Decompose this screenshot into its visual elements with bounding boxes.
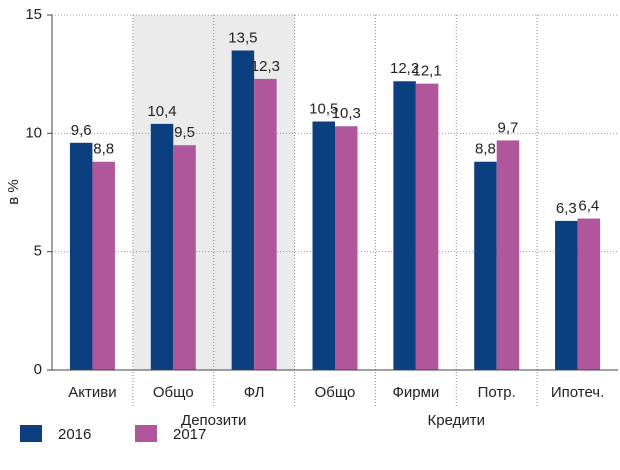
bar [474, 161, 497, 370]
bar [92, 161, 115, 370]
group-label: Кредити [428, 412, 485, 429]
bar [415, 83, 439, 370]
value-label: 9,7 [498, 119, 519, 136]
value-label: 12,1 [413, 63, 442, 80]
value-label: 10,3 [332, 105, 361, 122]
value-label: 6,3 [556, 200, 577, 217]
legend-swatch [135, 425, 157, 442]
value-label: 10,5 [309, 100, 338, 117]
bar [577, 218, 601, 370]
y-tick-label: 10 [25, 124, 42, 141]
x-tick-label: Общо [315, 384, 356, 401]
x-tick-label: Фирми [392, 384, 439, 401]
value-label: 13,5 [228, 29, 257, 46]
bar [173, 145, 196, 370]
y-tick-label: 5 [34, 243, 42, 260]
bar [555, 220, 578, 370]
bar [496, 140, 520, 370]
bar [393, 81, 416, 371]
bar [312, 121, 335, 370]
bar [254, 78, 277, 371]
bar [69, 142, 93, 370]
x-tick-label: Общо [153, 384, 194, 401]
value-label: 8,8 [93, 141, 114, 158]
x-tick-label: ФЛ [244, 384, 265, 401]
legend-swatch [20, 425, 42, 442]
value-label: 9,6 [71, 122, 92, 139]
value-label: 10,4 [147, 103, 176, 120]
bar [150, 123, 174, 370]
x-tick-label: Ипотеч. [551, 384, 604, 401]
y-tick-label: 15 [25, 6, 42, 23]
y-tick-label: 0 [34, 361, 42, 378]
value-label: 6,4 [578, 198, 599, 215]
legend-label: 2017 [173, 426, 206, 443]
group-label: Депозити [181, 412, 246, 429]
bar [335, 126, 358, 370]
value-label: 12,2 [390, 60, 419, 77]
bar [231, 50, 255, 370]
legend-label: 2016 [58, 426, 91, 443]
x-tick-label: Потр. [478, 384, 516, 401]
y-axis-label: в % [5, 179, 22, 204]
x-tick-label: Активи [68, 384, 116, 401]
value-label: 8,8 [475, 141, 496, 158]
value-label: 12,3 [251, 58, 280, 75]
value-label: 9,5 [174, 124, 195, 141]
